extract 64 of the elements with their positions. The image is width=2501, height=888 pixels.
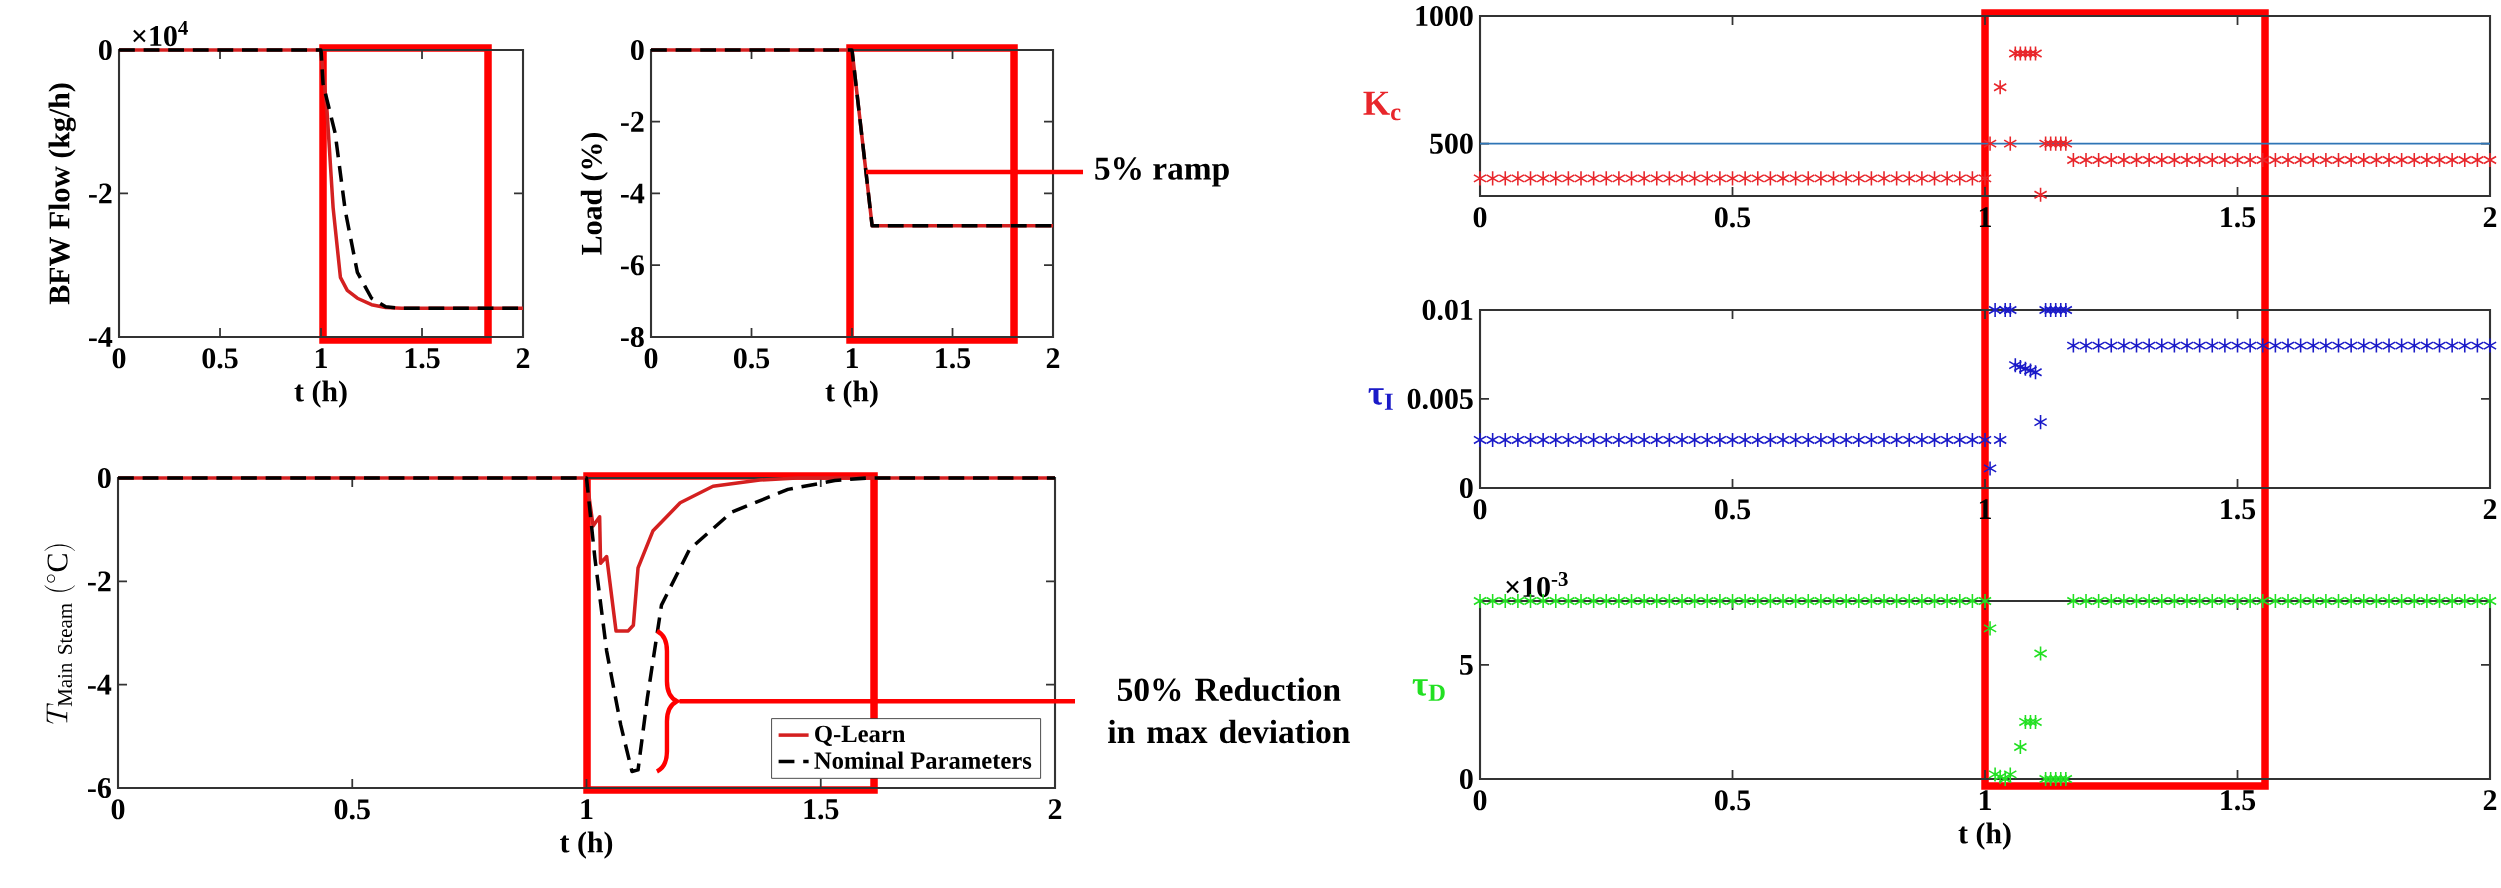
text: 50% Reduction in max deviation [1108, 677, 1350, 744]
x-tick-label: 1 [1979, 790, 1991, 810]
y-axis-title: K$_{c}$ [1363, 91, 1401, 121]
y-tick-label: 5 [1460, 654, 1473, 675]
y-tick-label: -6 [88, 777, 111, 799]
y-tick-label: -4 [89, 327, 113, 347]
x-axis-title: t (h) [825, 380, 878, 408]
y-axis-title: Load (%) [580, 133, 608, 255]
line-series [117, 48, 525, 311]
y-tick-label: 0 [99, 39, 112, 61]
x-tick-label: 0.5 [1714, 499, 1751, 520]
x-tick-label: 1 [315, 348, 327, 368]
x-tick-label: 2 [2483, 499, 2497, 519]
y-tick-label: -8 [621, 326, 644, 348]
x-tick-label: 0 [1473, 499, 1487, 520]
x-tick-label: 2 [1046, 348, 1060, 368]
x-tick-label: 0 [644, 348, 658, 369]
line-series [116, 476, 1057, 774]
x-tick-label: 1 [581, 799, 593, 819]
x-axis-title: t (h) [294, 380, 347, 408]
text: ×10$^{4}$ [133, 21, 188, 47]
x-tick-label: 0.5 [334, 799, 370, 820]
x-tick-label: 1.5 [405, 348, 440, 369]
y-axis-title: τ$_{D}$ [1412, 679, 1445, 701]
x-tick-label: 1.5 [2221, 207, 2256, 228]
y-tick-label: 0 [1460, 768, 1473, 790]
x-tick-label: 0 [1473, 790, 1487, 811]
x-axis-title: t (h) [1958, 822, 2011, 850]
x-tick-label: 2 [1048, 799, 1062, 819]
y-tick-label: 1000 [1416, 5, 1473, 27]
x-tick-label: 1.5 [804, 799, 839, 820]
text: ×10$^{-3}$ [1506, 571, 1568, 598]
y-tick-label: 0 [98, 467, 111, 489]
x-tick-label: 0.5 [1714, 207, 1751, 228]
x-tick-label: 1.5 [2221, 790, 2256, 811]
x-tick-label: 1 [846, 348, 858, 368]
x-tick-label: 0 [1473, 207, 1487, 228]
x-tick-label: 0 [112, 348, 126, 369]
y-tick-label: -6 [621, 255, 644, 276]
legend-label: Q-Learn [815, 725, 906, 746]
y-tick-label: -4 [621, 183, 645, 204]
y-axis-title: $T_{\mathrm{Main\ Steam}}\ (^{\circ}\mathrm{C})$ [44, 544, 75, 724]
x-tick-label: 2 [2483, 790, 2497, 810]
x-tick-label: 0.5 [202, 348, 238, 369]
y-tick-label: 0 [631, 39, 644, 61]
y-tick-label: -2 [621, 111, 644, 132]
annotation: 5% ramp [1095, 157, 1229, 187]
y-axis-title: τ$_{I}$ [1368, 388, 1393, 410]
y-tick-label: 0 [1460, 477, 1473, 499]
y-tick-label: 0.005 [1407, 388, 1473, 410]
y-tick-label: 500 [1430, 133, 1473, 154]
x-tick-label: 1.5 [936, 348, 971, 369]
x-tick-label: 0.5 [1714, 790, 1751, 811]
y-tick-label: -4 [88, 674, 112, 695]
y-tick-label: 0.01 [1422, 299, 1473, 321]
y-tick-label: -2 [88, 571, 111, 592]
y-tick-label: -2 [89, 183, 112, 204]
legend-label: Nominal Parameters [814, 751, 1032, 769]
x-axis-title: t (h) [560, 831, 613, 859]
y-axis-title: BFW Flow (kg/h) [48, 83, 76, 305]
x-tick-label: 2 [516, 348, 530, 368]
x-tick-label: 1.5 [2221, 499, 2256, 520]
x-tick-label: 2 [2483, 207, 2497, 227]
x-tick-label: 0.5 [733, 348, 770, 369]
